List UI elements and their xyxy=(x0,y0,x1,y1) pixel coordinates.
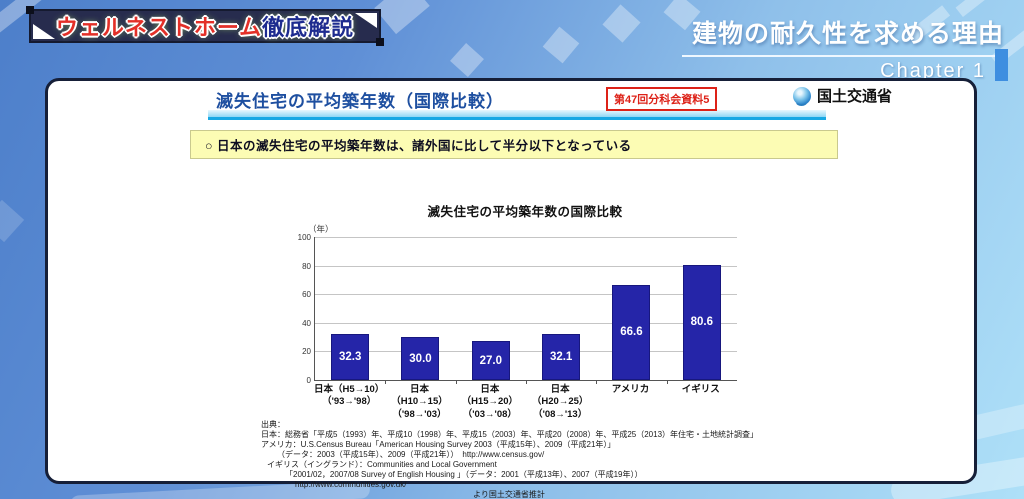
bar: 27.0 xyxy=(471,341,510,380)
program-title-brand: ウェルネストホーム xyxy=(55,15,263,40)
bar-value-label: 80.6 xyxy=(690,316,713,329)
bar-slot: 27.0 xyxy=(456,237,526,380)
banner-corner-triangle xyxy=(355,13,377,28)
x-axis-category-label: 日本（H15→20） （'03→'08） xyxy=(461,384,519,420)
ministry-name: 国土交通省 xyxy=(817,88,893,105)
banner-corner-triangle xyxy=(33,24,55,39)
chart: 滅失住宅の平均築年数の国際比較 （年） 0 20 40 60 80 100 32.3 30.0… xyxy=(298,201,737,436)
bars: 32.3 30.0 27.0 32.1 66.6 80.6 xyxy=(315,237,737,380)
banner-handle xyxy=(26,6,34,14)
program-title-suffix: 徹底解説 xyxy=(262,15,355,40)
x-axis-tick xyxy=(666,380,668,384)
y-axis-tick-label: 40 xyxy=(302,318,311,328)
x-axis-labels: 日本（H5→10） （'93→'98） 日本（H10→15） （'98→'03） 日本（… xyxy=(314,384,736,421)
y-axis-tick-label: 80 xyxy=(302,261,311,271)
bar-value-label: 30.0 xyxy=(409,352,432,365)
deco-square xyxy=(0,199,25,243)
bar-slot: 80.6 xyxy=(667,237,737,380)
bar-slot: 32.3 xyxy=(315,237,385,380)
mlit-logo-icon xyxy=(793,86,811,106)
gridline xyxy=(315,237,737,238)
source-line: より国土交通省推計 xyxy=(473,490,545,499)
deco-streak xyxy=(374,0,430,35)
bar-value-label: 32.1 xyxy=(549,351,573,364)
source-line: イギリス（イングランド）：Communities and Local Gover… xyxy=(267,460,497,469)
chapter-number: Chapter 1 xyxy=(880,60,986,82)
bar-value-label: 32.3 xyxy=(338,350,362,363)
banner-handle xyxy=(376,38,384,46)
slide-card: 滅失住宅の平均築年数（国際比較） 第47回分科会資料5 国土交通省 ○ 日本の滅… xyxy=(45,78,977,499)
x-axis-category-label: アメリカ xyxy=(611,384,650,395)
y-axis-tick-label: 0 xyxy=(306,376,311,385)
card-title: 滅失住宅の平均築年数（国際比較） xyxy=(216,92,504,111)
bar: 80.6 xyxy=(682,264,721,380)
y-axis-unit-label: （年） xyxy=(308,224,334,234)
source-line: 「2001/02，2007/08 Survey of English Housi… xyxy=(285,470,643,479)
deco-square xyxy=(542,26,580,64)
bar: 32.3 xyxy=(331,333,370,380)
source-citation: 出典： 日本：総務省「平成5（1993）年、平成10（1998）年、平成15（20… xyxy=(261,420,758,499)
document-reference-badge: 第47回分科会資料5 xyxy=(606,87,718,111)
deco-square xyxy=(602,4,641,43)
source-line: （データ：2003（平成15年）、2009（平成21年）） http://www… xyxy=(277,450,545,459)
x-axis-category-label: イギリス xyxy=(681,384,720,395)
bar-slot: 32.1 xyxy=(526,237,596,380)
bar: 66.6 xyxy=(612,284,651,380)
gridline xyxy=(315,265,737,267)
gridline xyxy=(315,294,737,296)
y-axis-tick-label: 100 xyxy=(297,233,311,242)
chapter-title: 建物の耐久性を求める理由 xyxy=(681,14,1008,57)
x-axis-tick xyxy=(526,380,527,384)
source-line: 日本：総務省「平成5（1993）年、平成10（1998）年、平成15（2003）… xyxy=(261,430,759,439)
x-axis-category-label: 日本（H10→15） （'98→'03） xyxy=(391,384,448,420)
deco-square xyxy=(450,43,484,77)
gridline xyxy=(315,322,737,324)
source-line: 出典： xyxy=(261,420,285,429)
x-axis-category-label: 日本（H5→10） （'93→'98） xyxy=(314,384,385,408)
chart-title: 滅失住宅の平均築年数の国際比較 xyxy=(427,205,623,219)
y-axis-tick-label: 60 xyxy=(302,290,311,300)
bar: 32.1 xyxy=(542,334,581,380)
program-title-banner: ウェルネストホーム 徹底解説 xyxy=(26,6,384,46)
key-point-callout: ○ 日本の滅失住宅の平均築年数は、諸外国に比して半分以下となっている xyxy=(190,130,838,159)
x-axis-tick xyxy=(596,380,598,384)
y-axis-tick-label: 20 xyxy=(302,347,311,357)
bar-slot: 66.6 xyxy=(596,237,666,380)
x-axis-category-label: 日本（H20→25） （'08→'13） xyxy=(531,384,589,420)
card-title-underline xyxy=(208,110,826,120)
x-axis-tick xyxy=(455,380,457,384)
x-axis-tick xyxy=(385,380,387,384)
bar-value-label: 27.0 xyxy=(479,354,502,367)
gridline xyxy=(315,351,737,353)
bar-value-label: 66.6 xyxy=(620,326,643,339)
chapter-header: 建物の耐久性を求める理由 Chapter 1 xyxy=(681,14,1008,83)
chapter-accent-bar xyxy=(995,48,1008,81)
ministry-credit: 国土交通省 xyxy=(793,85,892,106)
source-line: アメリカ：U.S.Census Bureau「American Housing … xyxy=(261,440,616,449)
source-line: http://www.communities.gov.uk/ xyxy=(295,480,407,489)
program-title: ウェルネストホーム 徹底解説 xyxy=(31,11,379,41)
bar-slot: 30.0 xyxy=(385,237,455,380)
plot-area: 0 20 40 60 80 100 32.3 30.0 27.0 32.1 66.6 80.6 xyxy=(298,233,737,385)
bar: 30.0 xyxy=(401,337,440,380)
